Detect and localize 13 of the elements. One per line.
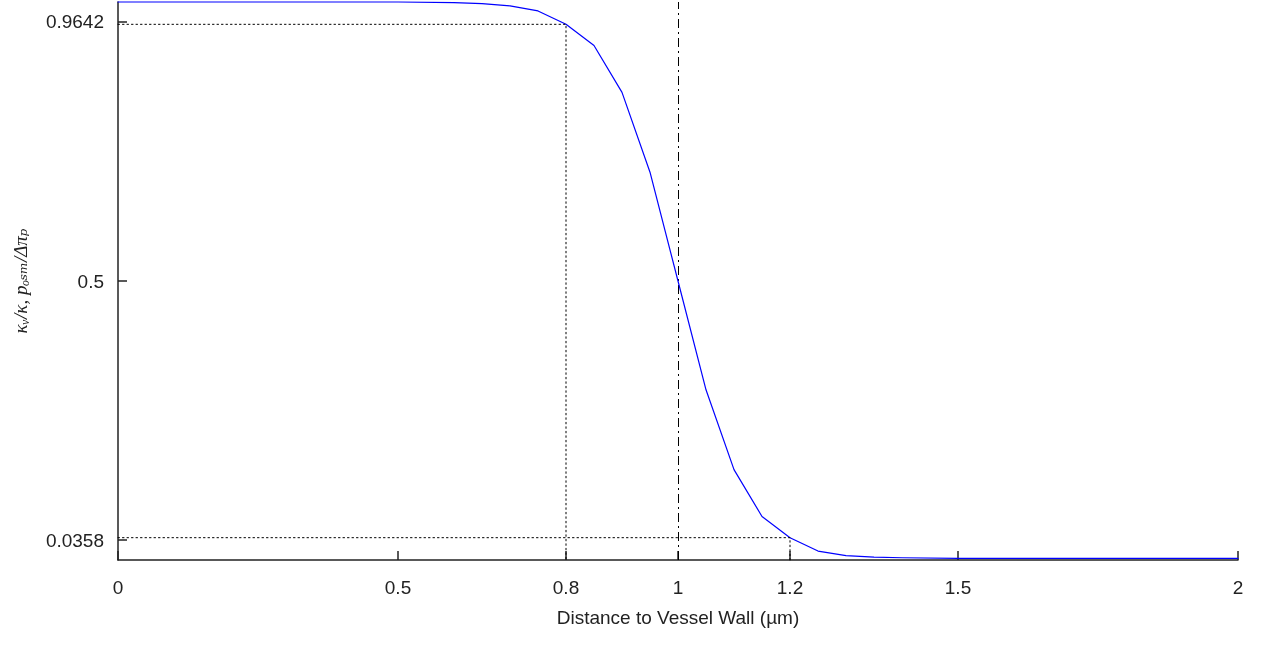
y-tick-label: 0.5 <box>77 270 104 292</box>
line-series <box>117 1 1239 559</box>
x-tick-label: 0.8 <box>552 577 580 598</box>
x-tick-label: 0 <box>112 577 124 598</box>
y-axis-title: κᵥ/κ, pₒₛₘ/Δπₚ <box>10 228 31 334</box>
y-tick-label: 0.0358 <box>45 529 104 551</box>
x-tick-label: 1 <box>672 577 684 598</box>
x-tick-label: 1.2 <box>776 577 804 598</box>
x-tick-label: 2 <box>1232 577 1244 598</box>
y-tick-label: 0.9642 <box>45 11 104 33</box>
x-axis-title: Distance to Vessel Wall (µm) <box>556 607 800 628</box>
x-tick-label: 1.5 <box>944 577 972 598</box>
x-tick-label: 0.5 <box>384 577 412 598</box>
